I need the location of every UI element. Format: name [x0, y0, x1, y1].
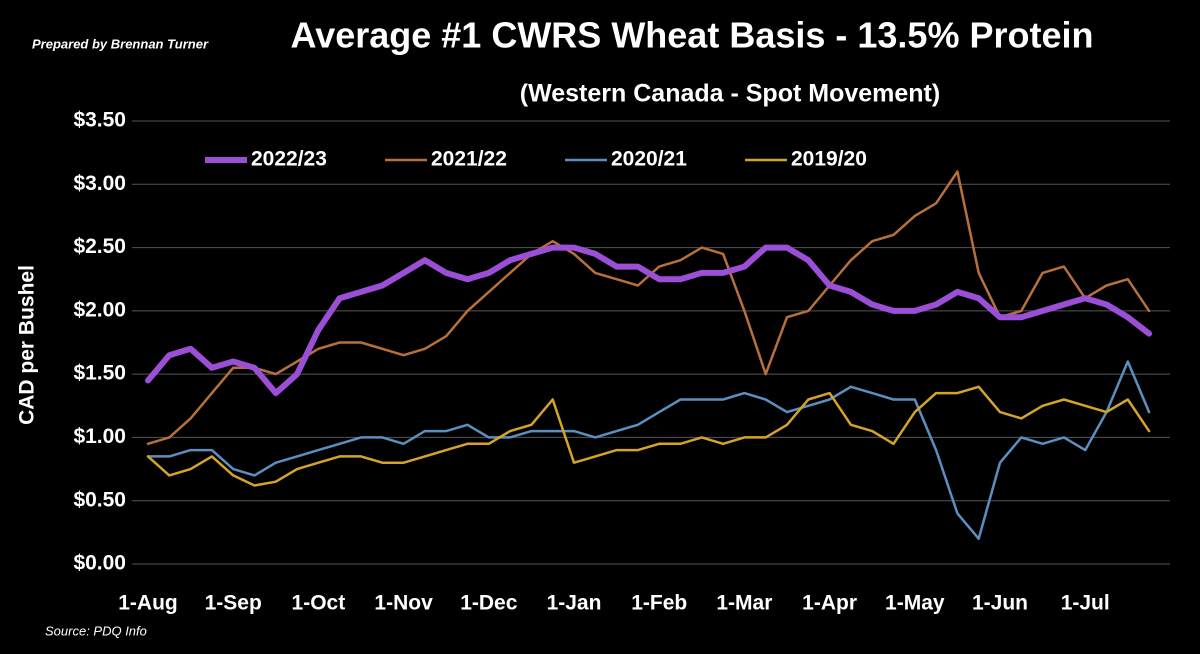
x-tick-label: 1-Dec: [460, 592, 518, 615]
legend-label: 2022/23: [251, 148, 327, 171]
series-line: [146, 170, 1151, 446]
y-tick-label: $0.50: [73, 488, 126, 511]
x-tick-label: 1-Apr: [802, 592, 857, 615]
y-tick-label: $2.50: [73, 235, 126, 258]
x-tick-label: 1-Aug: [118, 592, 178, 615]
x-tick-label: 1-Sep: [205, 592, 262, 615]
series-line: [145, 244, 1153, 397]
x-tick-label: 1-Nov: [374, 592, 433, 615]
y-tick-label: $1.50: [73, 362, 126, 385]
chart-subtitle: (Western Canada - Spot Movement): [520, 80, 940, 108]
y-tick-label: $2.00: [73, 298, 126, 321]
legend-label: 2020/21: [611, 148, 687, 171]
x-tick-label: 1-May: [885, 592, 945, 615]
x-tick-label: 1-Feb: [631, 592, 687, 615]
y-tick-label: $3.00: [73, 172, 126, 195]
credit: Prepared by Brennan Turner: [32, 36, 209, 51]
chart-title: Average #1 CWRS Wheat Basis - 13.5% Prot…: [291, 15, 1094, 56]
source: Source: PDQ Info: [45, 623, 147, 638]
x-tick-label: 1-Mar: [716, 592, 772, 615]
x-tick-label: 1-Oct: [292, 592, 346, 615]
x-tick-label: 1-Jul: [1061, 592, 1110, 615]
y-tick-label: $0.00: [73, 552, 126, 575]
y-tick-label: $1.00: [73, 425, 126, 448]
x-tick-label: 1-Jun: [972, 592, 1028, 615]
y-axis-label: CAD per Bushel: [16, 265, 39, 425]
y-tick-label: $3.50: [73, 109, 126, 132]
legend-label: 2021/22: [431, 148, 507, 171]
x-tick-label: 1-Jan: [547, 592, 602, 615]
series-line: [146, 360, 1151, 540]
series-line: [146, 385, 1151, 487]
legend-label: 2019/20: [791, 148, 867, 171]
